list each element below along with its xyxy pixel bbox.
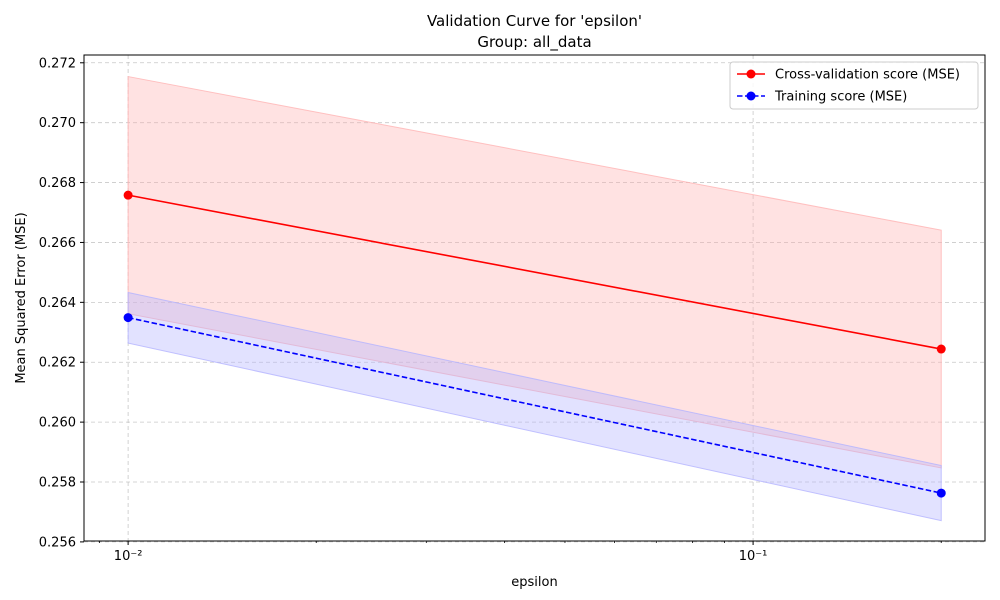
legend: Cross-validation score (MSE) Training sc…	[729, 61, 979, 110]
y-tick-label: 0.270	[39, 116, 76, 131]
y-tick-label: 0.260	[39, 416, 76, 431]
point-series-1-0	[123, 313, 133, 323]
confidence-bands	[127, 75, 942, 522]
x-tick-label: 10⁻¹	[739, 549, 768, 564]
series-lines	[127, 194, 942, 494]
chart-title: Validation Curve for 'epsilon'	[427, 12, 642, 30]
y-tick-label: 0.256	[39, 535, 76, 550]
point-series-0-0	[123, 190, 133, 200]
y-tick-label: 0.262	[39, 356, 76, 371]
legend-marker-train	[746, 91, 756, 101]
y-axis-ticks: 0.256 0.258 0.260 0.262 0.264 0.266 0.268 0.270…	[39, 56, 84, 550]
legend-label-train: Training score (MSE)	[774, 90, 907, 105]
band-series-1	[127, 291, 942, 522]
grid	[84, 55, 985, 543]
line-series-0	[127, 194, 942, 350]
point-series-0-1	[936, 344, 946, 354]
plot-area-frame	[83, 54, 986, 542]
y-tick-label: 0.268	[39, 176, 76, 191]
y-tick-label: 0.264	[39, 296, 76, 311]
legend-label-cv: Cross-validation score (MSE)	[775, 68, 960, 83]
chart-subtitle: Group: all_data	[477, 33, 591, 52]
x-axis-label: epsilon	[511, 575, 557, 590]
x-axis-ticks: 10⁻² 10⁻¹	[99, 541, 942, 564]
legend-marker-cv	[746, 69, 756, 79]
point-series-1-1	[936, 488, 946, 498]
y-tick-label: 0.272	[39, 56, 76, 71]
y-tick-label: 0.258	[39, 476, 76, 491]
series-markers	[123, 190, 946, 498]
y-axis-label: Mean Squared Error (MSE)	[14, 212, 29, 383]
x-tick-label: 10⁻²	[114, 549, 143, 564]
legend-box	[729, 61, 979, 110]
y-tick-label: 0.266	[39, 236, 76, 251]
line-series-1	[127, 316, 942, 494]
